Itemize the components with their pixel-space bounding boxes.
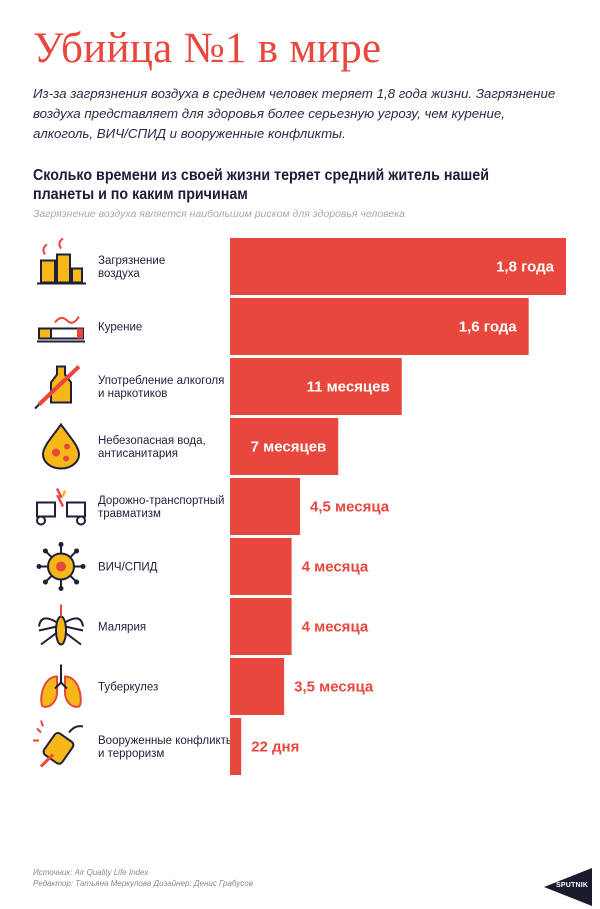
car-crash-icon [36, 487, 86, 526]
bottle-syringe-icon [34, 365, 81, 410]
bar [230, 538, 292, 595]
logo-text: SPUTNIK [556, 882, 589, 889]
category-label-line: и терроризм [98, 748, 164, 760]
category-label-line: Туберкулез [98, 682, 158, 694]
bar [230, 658, 285, 715]
factory-smoke-icon [37, 237, 86, 285]
category-label-line: антисанитария [98, 448, 178, 460]
category-label-line: и наркотиков [98, 388, 167, 400]
value-label: 7 месяцев [251, 439, 327, 456]
footer: Источник: Air Quality Life Index Редакто… [33, 867, 253, 889]
chart-subtitle: Загрязнение воздуха является наибольшим … [33, 208, 405, 220]
bar [230, 358, 402, 415]
category-label: Вооруженные конфликты и терроризм [98, 735, 234, 760]
value-label: 4 месяца [302, 559, 369, 576]
bar [230, 418, 339, 475]
chart-title: Сколько времени из своей жизни теряет ср… [33, 167, 489, 203]
intro-text: Из-за загрязнения воздуха в среднем чело… [33, 86, 556, 141]
bomb-icon [33, 720, 84, 768]
credits-text: Редактор: Татьяна Меркулова Дизайнер: Де… [33, 879, 253, 888]
value-label: 11 месяцев [307, 379, 390, 396]
category-label-line: Вооруженные конфликты [98, 735, 234, 747]
source-text: Источник: Air Quality Life Index [33, 868, 149, 877]
category-label-line: Небезопасная вода, [98, 435, 206, 447]
category-label: ВИЧ/СПИД [98, 562, 158, 574]
category-label-line: воздуха [98, 268, 140, 280]
category-label: Загрязнение воздуха [98, 255, 165, 280]
bar [230, 238, 566, 295]
bar [230, 298, 529, 355]
value-label: 1,8 года [496, 259, 555, 276]
category-label-line: травматизм [98, 508, 161, 520]
cigarette-icon [37, 315, 85, 343]
bar-chart: Загрязнение воздуха 1,8 года Курение 1,6 год… [33, 237, 566, 775]
category-label-line: Малярия [98, 622, 146, 634]
bar [230, 718, 242, 775]
category-label: Курение [98, 322, 142, 334]
virus-icon [36, 542, 86, 591]
category-label-line: Употребление алкоголя [98, 375, 224, 387]
category-label: Употребление алкоголя и наркотиков [98, 375, 224, 400]
category-label-line: Дорожно-транспортный [98, 495, 224, 507]
dirty-water-drop-icon [41, 422, 81, 470]
value-label: 22 дня [251, 739, 299, 756]
page-title: Убийца №1 в мире [33, 25, 382, 72]
bar [230, 478, 300, 535]
value-label: 4,5 месяца [310, 499, 390, 516]
category-label-line: Курение [98, 322, 142, 334]
value-label: 3,5 месяца [294, 679, 374, 696]
category-label: Небезопасная вода, антисанитария [98, 435, 206, 460]
value-label: 1,6 года [459, 319, 518, 336]
value-label: 4 месяца [302, 619, 369, 636]
bar [230, 598, 292, 655]
mosquito-icon [38, 604, 84, 646]
lungs-icon [40, 664, 82, 708]
category-label: Малярия [98, 622, 146, 634]
category-label-line: ВИЧ/СПИД [98, 562, 158, 574]
sputnik-logo [544, 868, 592, 906]
category-label-line: Загрязнение [98, 255, 165, 267]
category-label: Туберкулез [98, 682, 158, 694]
category-label: Дорожно-транспортный травматизм [98, 495, 224, 520]
